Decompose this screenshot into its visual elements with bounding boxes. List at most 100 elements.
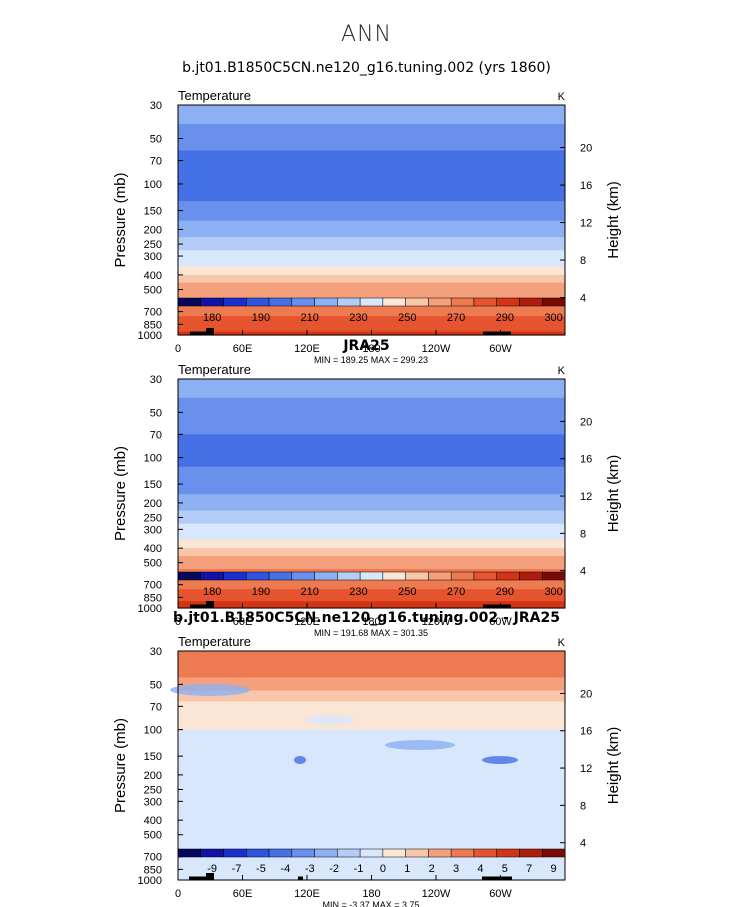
contour-band (178, 677, 565, 685)
contour-band (178, 237, 565, 245)
colorbar-label: 300 (544, 312, 562, 324)
x-tick-label: 120E (294, 343, 320, 355)
topography (482, 876, 512, 880)
y-tick-label: 700 (144, 852, 162, 864)
y-tick-label: 50 (150, 134, 162, 146)
units-label: K (558, 91, 566, 103)
colorbar-label: 270 (447, 586, 465, 598)
contour-band (178, 856, 565, 870)
y-axis-right-title: Height (km) (605, 727, 622, 805)
height-tick-label: 4 (580, 293, 586, 305)
height-tick-label: 12 (580, 218, 592, 230)
colorbar-box (337, 848, 361, 858)
topography (206, 601, 214, 608)
topography (298, 876, 303, 880)
colorbar-label: 270 (447, 312, 465, 324)
contour-blob (170, 684, 250, 696)
colorbar-box (519, 297, 543, 307)
colorbar-label: 230 (349, 586, 367, 598)
page-title: ANN (341, 22, 392, 47)
contour-band (178, 820, 565, 836)
contour-band (178, 756, 565, 776)
contour-band (178, 424, 565, 435)
colorbar-box (337, 571, 361, 581)
y-tick-label: 30 (150, 374, 162, 386)
colorbar-box (268, 848, 293, 858)
colorbar-label: 3 (453, 863, 459, 875)
y-tick-label: 700 (144, 580, 162, 592)
contour-band (178, 434, 565, 448)
contour-band (178, 256, 565, 267)
y-tick-label: 250 (144, 239, 162, 251)
contour-band (178, 589, 565, 595)
contour-band (178, 201, 565, 212)
colorbar-label: 210 (301, 312, 319, 324)
contour-band (178, 555, 565, 564)
contour-band (178, 457, 565, 468)
x-tick-label: 180 (362, 616, 380, 628)
contour-band (178, 282, 565, 291)
panel-1-chart: Temperature K3050701001502002503004005007… (112, 88, 622, 365)
y-tick-label: 400 (144, 270, 162, 282)
y-tick-label: 300 (144, 796, 162, 808)
colorbar-box (496, 297, 520, 307)
y-axis-title: Pressure (mb) (112, 718, 129, 813)
y-tick-label: 100 (144, 725, 162, 737)
contour-band (178, 729, 565, 757)
colorbar-box (246, 848, 270, 858)
contour-blob (482, 756, 518, 764)
contour-band (178, 138, 565, 152)
contour-band (178, 510, 565, 519)
contour-band (178, 289, 565, 297)
units-label: K (558, 637, 566, 649)
variable-label: Temperature (178, 634, 251, 649)
colorbar-label: -1 (354, 863, 364, 875)
height-tick-label: 4 (580, 838, 586, 850)
colorbar-label: 290 (496, 312, 514, 324)
contour-band (178, 266, 565, 276)
contour-blob (385, 740, 455, 750)
colorbar-box (405, 297, 429, 307)
contour-band (178, 701, 565, 707)
y-tick-label: 300 (144, 251, 162, 263)
colorbar-box (314, 848, 338, 858)
panel-1-title: b.jt01.B1850C5CN.ne120_g16.tuning.002 (y… (182, 60, 551, 76)
x-tick-label: 120W (422, 616, 451, 628)
colorbar-box (314, 571, 338, 581)
panel-2-title: JRA25 (343, 338, 390, 354)
y-tick-label: 150 (144, 751, 162, 763)
height-tick-label: 8 (580, 528, 586, 540)
colorbar-label: 2 (429, 863, 435, 875)
colorbar-box (223, 571, 247, 581)
contour-band (178, 244, 565, 251)
y-tick-label: 1000 (138, 875, 162, 887)
contour-band (178, 484, 565, 495)
colorbar-box (428, 848, 452, 858)
contour-band (178, 412, 565, 425)
colorbar-box (291, 848, 315, 858)
panel-3-title: b.jt01.B1850C5CN.ne120_g16.tuning.002 - … (173, 610, 560, 626)
colorbar-label: -3 (305, 863, 315, 875)
colorbar-label: 180 (203, 586, 221, 598)
colorbar-label: 230 (349, 312, 367, 324)
colorbar-label: 210 (301, 586, 319, 598)
colorbar-label: -7 (232, 863, 242, 875)
topography (206, 328, 214, 335)
contour-band (178, 379, 565, 399)
colorbar-box (473, 571, 497, 581)
topography (190, 604, 210, 608)
height-tick-label: 12 (580, 763, 592, 775)
contour-band (178, 183, 565, 194)
x-tick-label: 120W (422, 888, 451, 900)
contour-band (178, 173, 565, 185)
x-tick-label: 60W (489, 616, 512, 628)
y-tick-label: 400 (144, 815, 162, 827)
colorbar-box (337, 297, 361, 307)
colorbar-box (473, 848, 497, 858)
colorbar-box (359, 297, 384, 307)
y-axis-title: Pressure (mb) (112, 172, 129, 267)
y-tick-label: 500 (144, 830, 162, 842)
height-tick-label: 8 (580, 255, 586, 267)
panel-2-chart: Temperature K3050701001502002503004005007… (112, 362, 622, 638)
contour-band (178, 523, 565, 530)
